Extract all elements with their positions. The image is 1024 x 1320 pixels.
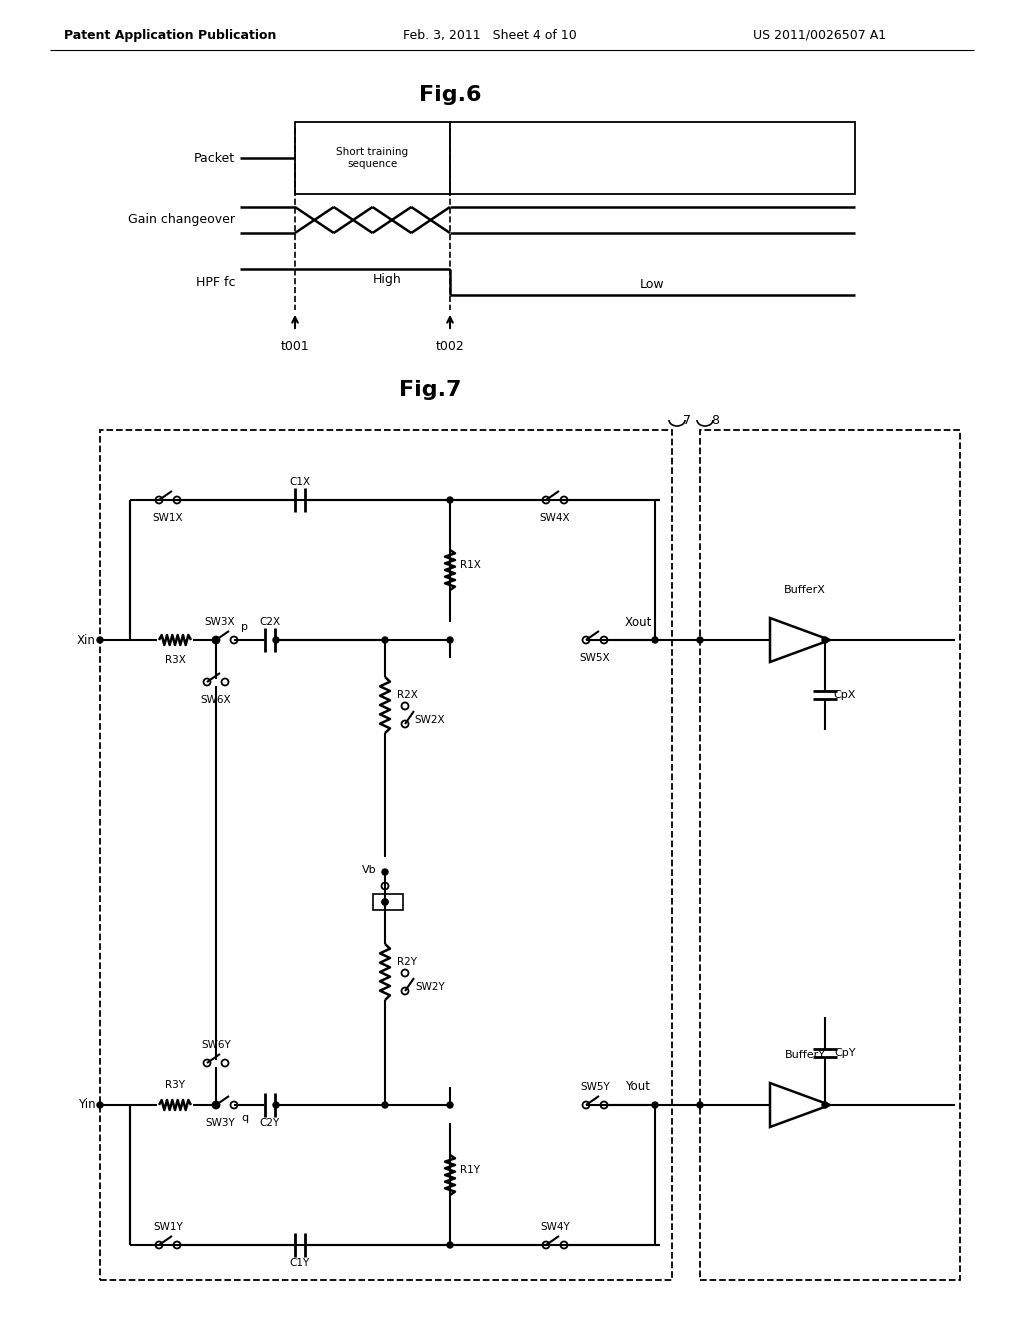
Text: C1X: C1X [290, 477, 310, 487]
Text: Xin: Xin [77, 634, 96, 647]
Text: High: High [373, 272, 401, 285]
Text: Short training
sequence: Short training sequence [337, 148, 409, 169]
Text: HPF fc: HPF fc [196, 276, 234, 289]
Text: 8: 8 [711, 413, 719, 426]
Text: SW2Y: SW2Y [415, 982, 444, 993]
Bar [700, 430, 961, 1280]
Text: Vb: Vb [362, 865, 377, 875]
Text: t002: t002 [435, 341, 464, 354]
Text: SW5X: SW5X [580, 653, 610, 663]
Text: BufferX: BufferX [784, 585, 826, 595]
Circle shape [447, 1102, 453, 1107]
Circle shape [273, 1102, 279, 1107]
Text: t001: t001 [281, 341, 309, 354]
Circle shape [652, 1102, 658, 1107]
Text: R3Y: R3Y [165, 1080, 185, 1090]
Text: SW6Y: SW6Y [201, 1040, 230, 1049]
Text: SW1Y: SW1Y [154, 1222, 183, 1232]
Bar [295, 121, 450, 194]
Text: R1X: R1X [460, 560, 480, 570]
Text: R3X: R3X [165, 655, 185, 665]
Text: SW3Y: SW3Y [205, 1118, 234, 1129]
Text: p: p [242, 622, 249, 632]
Text: Fig.6: Fig.6 [419, 84, 481, 106]
Text: Feb. 3, 2011   Sheet 4 of 10: Feb. 3, 2011 Sheet 4 of 10 [403, 29, 577, 41]
Bar [450, 121, 855, 194]
Circle shape [697, 1102, 703, 1107]
Circle shape [447, 498, 453, 503]
Text: C2X: C2X [259, 616, 281, 627]
Text: R2Y: R2Y [397, 957, 417, 968]
Text: CpX: CpX [834, 690, 856, 700]
Text: SW5Y: SW5Y [581, 1082, 610, 1092]
Text: BufferY: BufferY [784, 1049, 825, 1060]
Text: Packet: Packet [194, 152, 234, 165]
Text: Patent Application Publication: Patent Application Publication [63, 29, 276, 41]
Text: CpY: CpY [835, 1048, 856, 1059]
Bar [100, 430, 672, 1280]
Text: 7: 7 [683, 413, 691, 426]
Circle shape [97, 638, 103, 643]
Text: Fig.7: Fig.7 [398, 380, 461, 400]
Text: Gain changeover: Gain changeover [128, 214, 234, 227]
Text: C1Y: C1Y [290, 1258, 310, 1269]
Text: C2Y: C2Y [260, 1118, 281, 1129]
Bar [373, 894, 403, 909]
Text: SW4Y: SW4Y [540, 1222, 570, 1232]
Text: R1Y: R1Y [460, 1166, 480, 1175]
Text: R2X: R2X [396, 690, 418, 700]
Circle shape [652, 638, 658, 643]
Circle shape [97, 1102, 103, 1107]
Circle shape [382, 869, 388, 875]
Text: Low: Low [640, 279, 665, 292]
Circle shape [382, 899, 388, 906]
Circle shape [382, 1102, 388, 1107]
Text: SW1X: SW1X [153, 513, 183, 523]
Circle shape [697, 638, 703, 643]
Circle shape [822, 638, 828, 643]
Text: q: q [242, 1113, 249, 1123]
Text: Yout: Yout [625, 1081, 650, 1093]
Circle shape [213, 638, 219, 643]
Text: US 2011/0026507 A1: US 2011/0026507 A1 [754, 29, 887, 41]
Circle shape [382, 899, 388, 906]
Circle shape [213, 1102, 219, 1107]
Circle shape [382, 638, 388, 643]
Circle shape [447, 1242, 453, 1247]
Text: Yin: Yin [79, 1098, 96, 1111]
Text: SW4X: SW4X [540, 513, 570, 523]
Circle shape [447, 638, 453, 643]
Text: SW2X: SW2X [415, 715, 445, 725]
Text: Xout: Xout [625, 615, 652, 628]
Text: SW6X: SW6X [201, 696, 231, 705]
Circle shape [273, 638, 279, 643]
Text: SW3X: SW3X [205, 616, 236, 627]
Circle shape [822, 1102, 828, 1107]
